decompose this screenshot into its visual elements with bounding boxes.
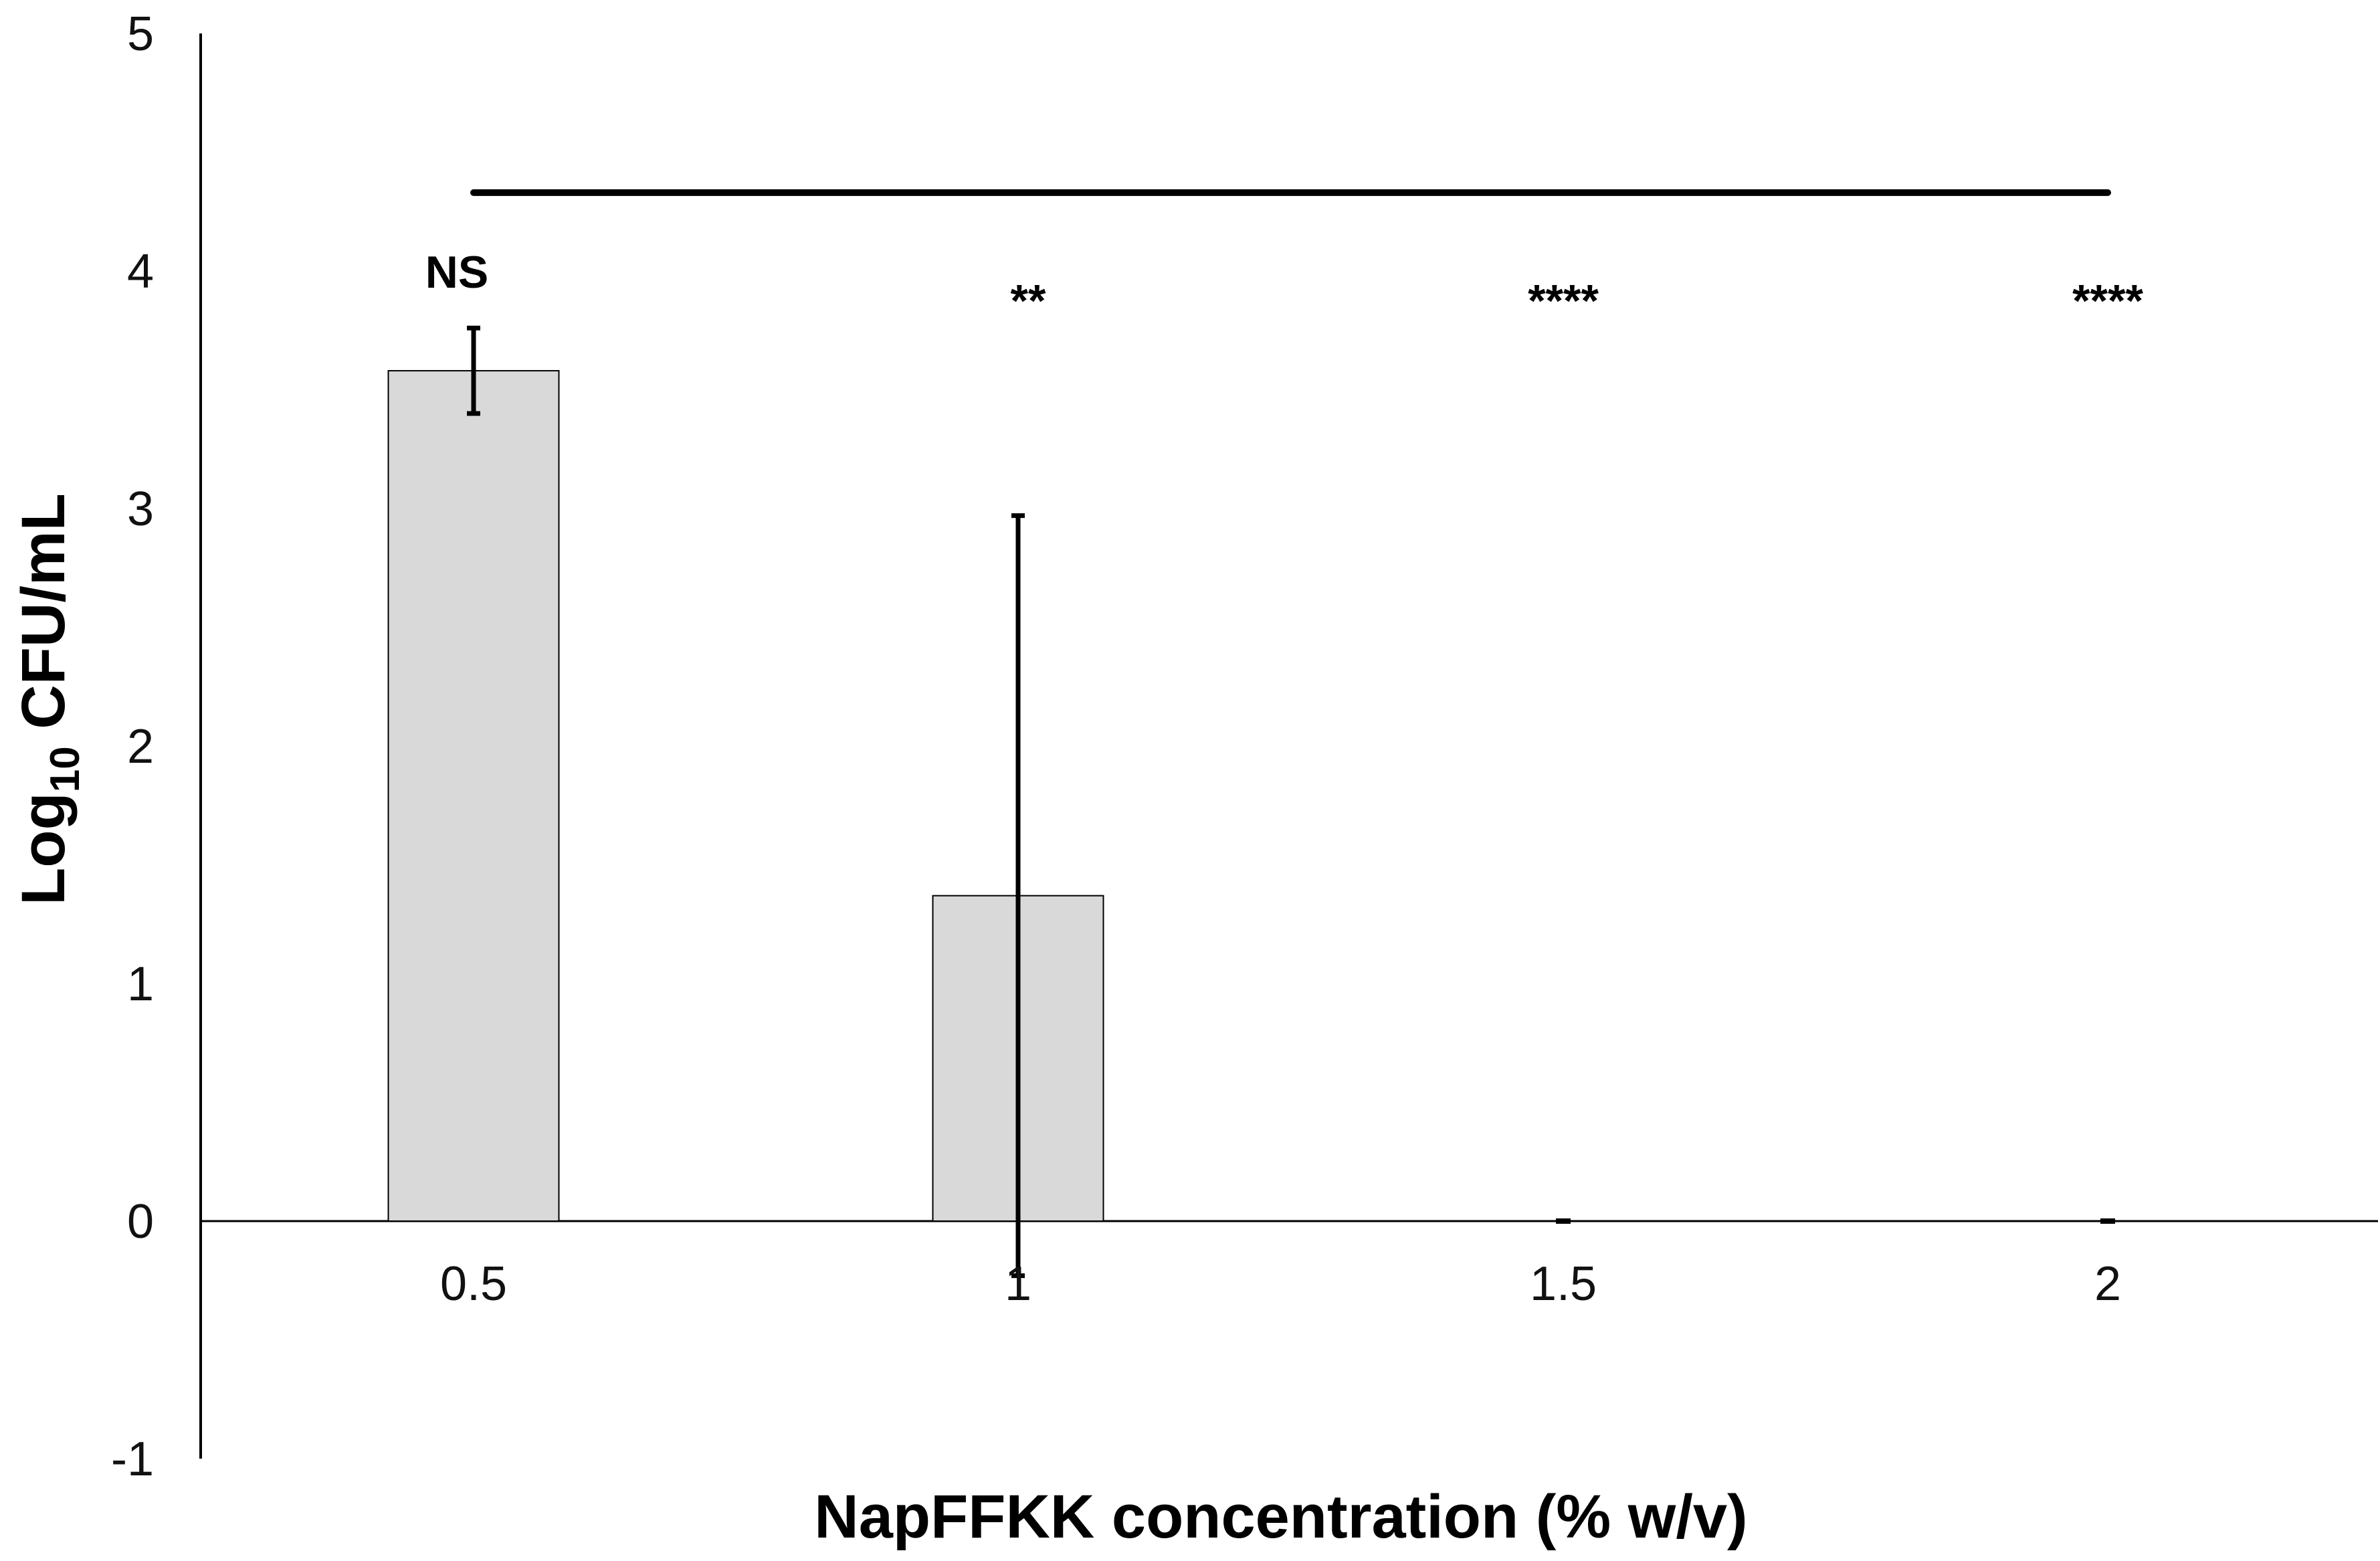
y-tick-label: 4 [127, 245, 154, 298]
y-tick-label: 1 [127, 957, 154, 1011]
y-tick-label: 5 [127, 7, 154, 61]
error-bars [467, 325, 2115, 1279]
x-axis-ticks: 0.5 1 1.5 2 [440, 1257, 2121, 1311]
y-axis-ticks: -1 0 1 2 3 4 5 [111, 7, 154, 1486]
x-tick-label: 0.5 [440, 1257, 507, 1311]
y-tick-label: 3 [127, 482, 154, 536]
x-axis-title: NapFFKK concentration (% w/v) [814, 1483, 1747, 1551]
y-axis-title-suffix: CFU/mL [9, 493, 78, 746]
y-axis-title-subscript: 10 [42, 746, 88, 792]
x-tick-label: 1 [1005, 1257, 1031, 1311]
significance-label: **** [2072, 276, 2143, 327]
y-tick-label: 2 [127, 720, 154, 773]
significance-label: ** [1011, 276, 1046, 327]
y-axis-title: Log10 CFU/mL [9, 493, 88, 905]
significance-label: **** [1528, 276, 1599, 327]
y-axis-title-base: Log [9, 792, 78, 905]
bars [387, 370, 1104, 1222]
significance-labels: NS** **** **** [425, 247, 2144, 327]
x-tick-label: 2 [2094, 1257, 2121, 1311]
y-tick-label: 0 [127, 1195, 154, 1249]
x-tick-label: 1.5 [1530, 1257, 1597, 1311]
significance-label: NS [425, 247, 488, 298]
y-tick-label: -1 [111, 1433, 154, 1486]
bar [387, 370, 560, 1222]
